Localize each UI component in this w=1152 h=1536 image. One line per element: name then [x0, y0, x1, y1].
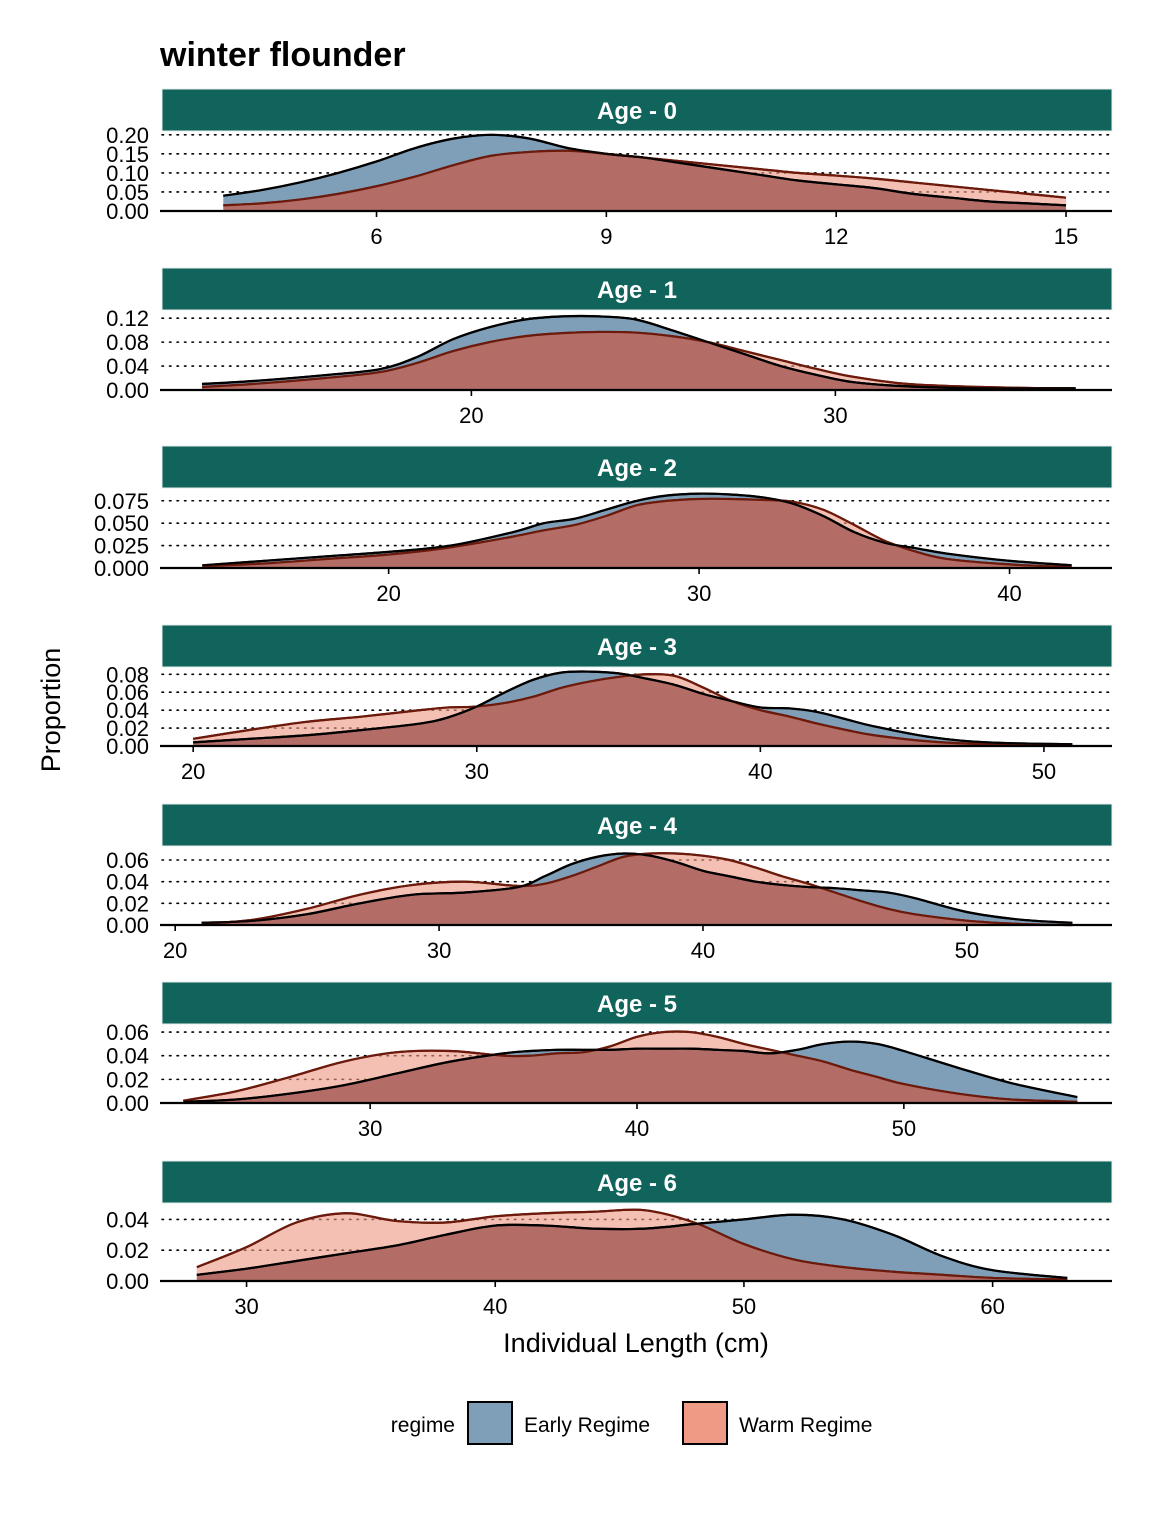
y-tick-label: 0.075: [94, 489, 149, 514]
legend-label-warm: Warm Regime: [739, 1414, 872, 1437]
legend: regime Early Regime Warm Regime: [391, 1402, 873, 1444]
legend-label-early: Early Regime: [524, 1414, 650, 1437]
x-tick-label: 15: [1054, 224, 1078, 249]
strip-label: Age - 4: [597, 813, 678, 840]
x-tick-label: 30: [823, 403, 847, 428]
y-tick-label: 0.02: [106, 1238, 149, 1263]
x-tick-label: 40: [483, 1294, 507, 1319]
strip-label: Age - 1: [597, 277, 677, 304]
chart-title: winter flounder: [159, 36, 406, 74]
panel-age-6: Age - 6 0.00 0.02 0.04 30 40 50 60: [106, 1161, 1112, 1319]
x-tick-label: 40: [748, 759, 772, 784]
strip-label: Age - 0: [597, 98, 677, 125]
x-tick-label: 20: [163, 938, 187, 963]
y-tick-label: 0.08: [106, 330, 149, 355]
y-tick-label: 0.00: [106, 1091, 149, 1116]
x-tick-label: 60: [980, 1294, 1004, 1319]
y-tick-label: 0.06: [106, 848, 149, 873]
legend-title: regime: [391, 1414, 455, 1437]
x-tick-label: 50: [892, 1116, 916, 1141]
y-tick-label: 0.04: [106, 1207, 149, 1232]
panel-age-5: Age - 5 0.000.020.040.06 30 40 50: [106, 982, 1112, 1141]
x-tick-label: 40: [625, 1116, 649, 1141]
y-tick-label: 0.00: [106, 378, 149, 403]
x-tick-label: 40: [997, 581, 1021, 606]
x-tick-label: 30: [687, 581, 711, 606]
y-tick-label: 0.04: [106, 1044, 149, 1069]
y-tick-label: 0.08: [106, 662, 149, 687]
x-tick-label: 20: [181, 759, 205, 784]
strip-label: Age - 6: [597, 1170, 677, 1197]
strip-label: Age - 2: [597, 455, 677, 482]
x-tick-label: 20: [376, 581, 400, 606]
density-overlap: [193, 671, 1072, 746]
strip-label: Age - 5: [597, 991, 677, 1018]
legend-key-warm: [683, 1402, 727, 1444]
y-tick-label: 0.02: [106, 1067, 149, 1092]
strip-label: Age - 3: [597, 634, 677, 661]
panel-age-3: Age - 3 0.000.020.040.060.08 20 30 40 50: [106, 625, 1112, 784]
x-tick-label: 12: [824, 224, 848, 249]
y-tick-label: 0.025: [94, 534, 149, 559]
y-tick-label: 0.000: [94, 556, 149, 581]
panel-age-0: Age - 0 0.000.050.100.150.20 6 9 12 15: [106, 89, 1112, 249]
y-tick-label: 0.050: [94, 511, 149, 536]
x-tick-label: 6: [370, 224, 382, 249]
y-tick-label: 0.20: [106, 123, 149, 148]
panel-age-4: Age - 4 0.000.020.040.06 20 30 40 50: [106, 804, 1112, 963]
x-tick-label: 20: [459, 403, 483, 428]
y-tick-label: 0.00: [106, 1269, 149, 1294]
x-tick-label: 50: [732, 1294, 756, 1319]
x-tick-label: 50: [1032, 759, 1056, 784]
y-tick-label: 0.06: [106, 1020, 149, 1045]
y-axis-title: Proportion: [36, 648, 66, 773]
x-tick-label: 30: [427, 938, 451, 963]
x-tick-label: 50: [955, 938, 979, 963]
y-tick-label: 0.02: [106, 891, 149, 916]
x-axis-title: Individual Length (cm): [503, 1328, 769, 1358]
x-tick-label: 9: [600, 224, 612, 249]
y-tick-label: 0.04: [106, 354, 149, 379]
panel-age-1: Age - 1 0.000.040.080.12 20 30: [106, 268, 1112, 428]
x-tick-label: 30: [234, 1294, 258, 1319]
y-tick-label: 0.00: [106, 913, 149, 938]
x-tick-label: 30: [465, 759, 489, 784]
y-tick-label: 0.12: [106, 306, 149, 331]
y-tick-label: 0.04: [106, 870, 149, 895]
legend-key-early: [468, 1402, 512, 1444]
x-tick-label: 30: [358, 1116, 382, 1141]
x-tick-label: 40: [691, 938, 715, 963]
